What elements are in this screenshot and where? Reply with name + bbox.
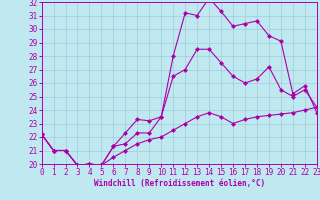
X-axis label: Windchill (Refroidissement éolien,°C): Windchill (Refroidissement éolien,°C) xyxy=(94,179,265,188)
